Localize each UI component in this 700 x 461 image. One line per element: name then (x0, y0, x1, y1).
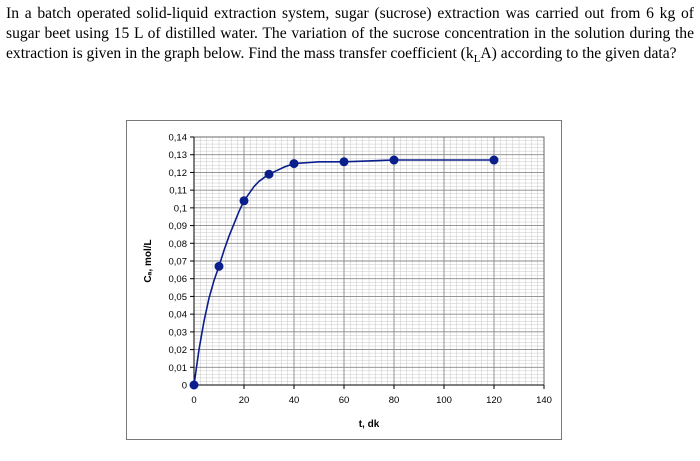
x-tick-label: 0 (191, 395, 196, 406)
x-tick-label: 80 (389, 395, 400, 406)
y-tick-labels: 0 0,01 0,02 0,03 0,04 0,05 0,06 0,07 0,08 0,09 0,1… (169, 133, 188, 392)
data-point (264, 169, 274, 179)
x-tick-label: 140 (536, 395, 552, 406)
data-point (189, 380, 199, 390)
data-point (239, 196, 249, 206)
y-tick-label: 0,03 (169, 327, 188, 338)
x-tick-label: 40 (289, 395, 300, 406)
y-tick-label: 0,11 (169, 186, 187, 197)
y-tick-label: 0,07 (169, 257, 188, 268)
y-tick-label: 0,14 (169, 133, 188, 144)
data-point (389, 155, 399, 165)
y-tick-label: 0,04 (169, 310, 188, 321)
data-point (489, 155, 499, 165)
y-axis-label: Cₐ, mol/L (143, 239, 154, 282)
x-axis-label: t, dk (359, 419, 380, 430)
y-tick-label: 0,13 (169, 150, 188, 161)
data-point (289, 159, 299, 169)
x-tick-labels: 0 20 40 60 80 100 120 140 (191, 395, 552, 406)
y-tick-label: 0 (182, 381, 187, 392)
y-tick-label: 0,08 (169, 239, 188, 250)
question-text-after: A) according to the given data? (480, 45, 677, 62)
x-tick-label: 20 (239, 395, 250, 406)
y-tick-label: 0,06 (169, 274, 188, 285)
axes (190, 136, 545, 389)
x-tick-label: 100 (436, 395, 452, 406)
data-points (189, 155, 499, 390)
data-point (214, 261, 224, 271)
data-point (339, 157, 349, 167)
y-tick-label: 0,01 (169, 363, 188, 374)
question-text: In a batch operated solid-liquid extract… (6, 4, 694, 69)
y-tick-label: 0,02 (169, 345, 188, 356)
question-subscript: L (473, 53, 481, 66)
x-tick-label: 120 (486, 395, 502, 406)
x-tick-label: 60 (339, 395, 350, 406)
y-tick-label: 0,1 (174, 203, 187, 214)
concentration-chart: 0 0,01 0,02 0,03 0,04 0,05 0,06 0,07 0,08 0,09 0,1… (143, 133, 552, 431)
question-text-before: In a batch operated solid-liquid extract… (6, 5, 694, 62)
chart-frame: 0 0,01 0,02 0,03 0,04 0,05 0,06 0,07 0,08 0,09 0,1… (126, 120, 562, 440)
y-tick-label: 0,09 (169, 221, 188, 232)
y-tick-label: 0,05 (169, 292, 188, 303)
y-tick-label: 0,12 (169, 168, 188, 179)
